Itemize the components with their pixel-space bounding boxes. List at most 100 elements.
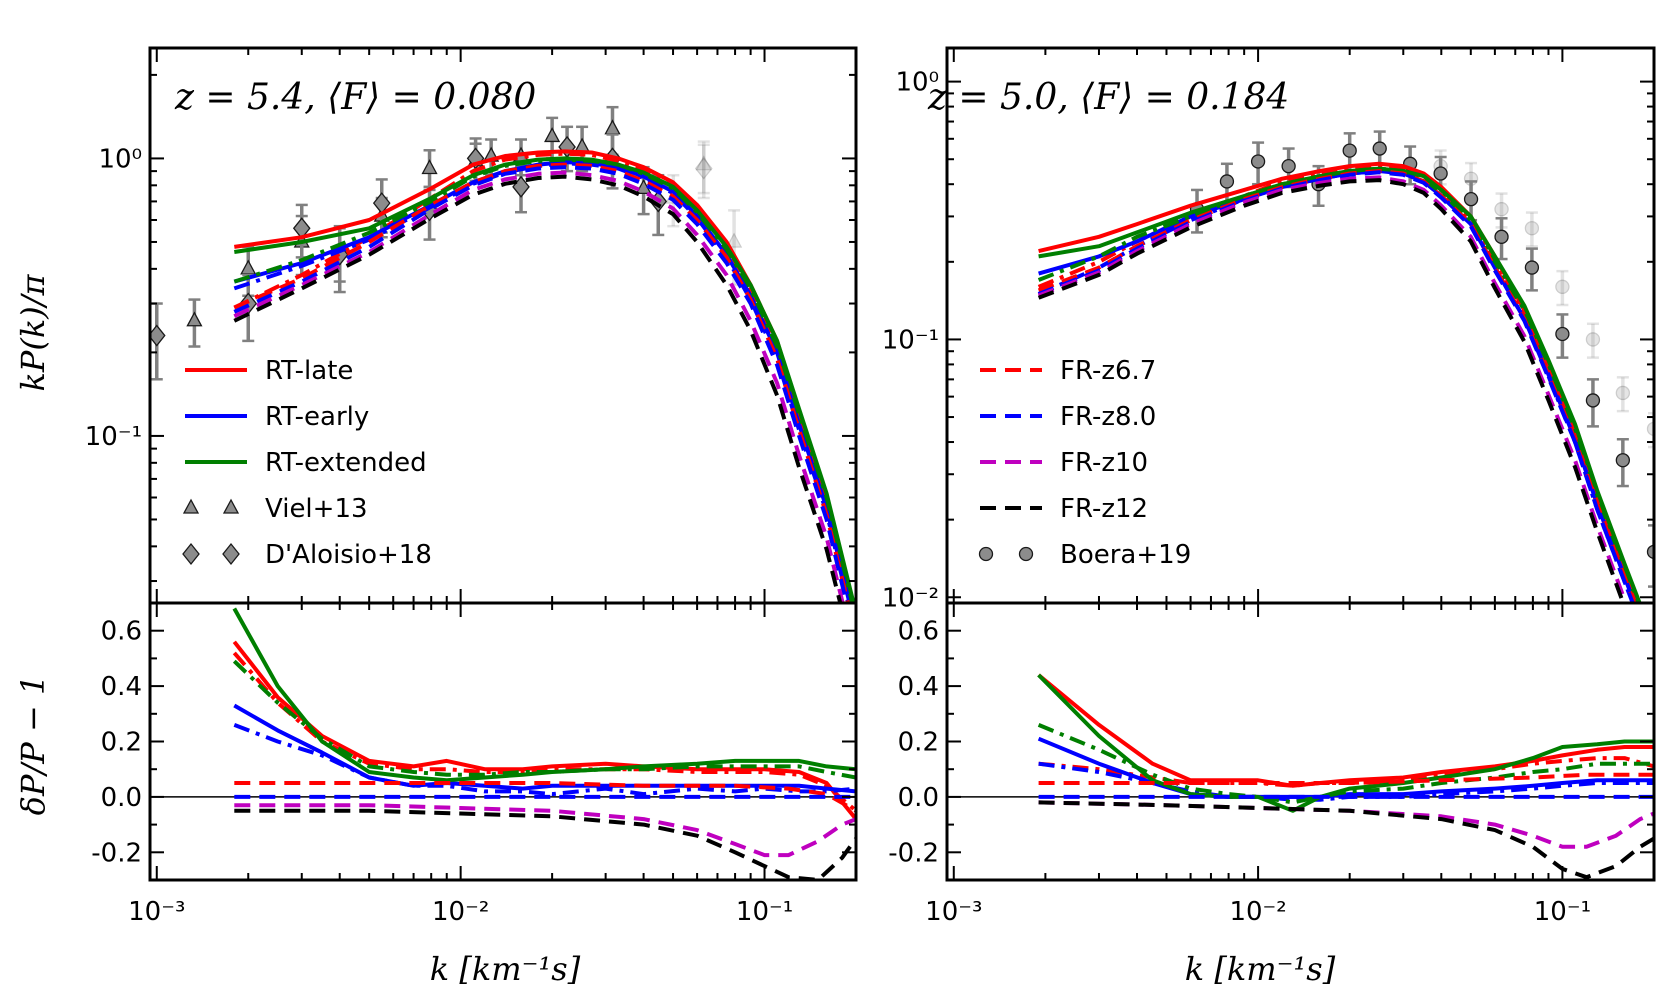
axes-frame (148, 46, 858, 605)
boera19-marker (1646, 544, 1654, 560)
legend-item: FR-z8.0 (980, 402, 1156, 432)
boera19-marker (1463, 192, 1479, 207)
legend-marker (1018, 546, 1034, 562)
legend-marker (222, 542, 240, 566)
series-fr-z8-0 (233, 165, 849, 603)
legend-item: RT-extended (185, 448, 427, 478)
y-tick-label: 10⁻² (882, 583, 939, 613)
legend-item: FR-z10 (980, 448, 1148, 478)
panel-top-left: 10⁻¹ 10⁰ (85, 46, 858, 605)
viel13-marker (604, 119, 621, 135)
series-fr-z6-7 (1038, 772, 1654, 785)
legend-item: FR-z6.7 (980, 356, 1156, 386)
series-rt-late-dash-dot (233, 151, 853, 603)
y-tick-label: 0.6 (898, 617, 939, 647)
x-tick-label: 10⁻³ (128, 897, 185, 927)
x-axis-label-left: k [km⁻¹s] (430, 950, 581, 988)
legend-label: FR-z6.7 (1060, 356, 1156, 386)
legend-marker (978, 546, 994, 562)
series-fr-z12 (234, 808, 856, 880)
legend-item: D'Aloisio+18 (182, 540, 432, 570)
boera19-marker (1281, 158, 1296, 174)
y-tick-label: -0.2 (91, 838, 142, 868)
legend-label: Viel+13 (265, 494, 368, 524)
boera19-marker (1342, 143, 1357, 158)
panel-annotation-left: z = 5.4, ⟨F⟩ = 0.080 (174, 77, 536, 118)
legend-marker (182, 542, 200, 566)
boera19-marker (1615, 453, 1630, 468)
y-tick-label: 0.2 (101, 728, 142, 758)
x-tick-label: 10⁻¹ (736, 897, 793, 927)
legend-label: FR-z12 (1060, 494, 1148, 524)
legend-item: RT-early (185, 402, 369, 432)
boera19-marker (1494, 229, 1509, 244)
legend-label: RT-late (265, 356, 353, 386)
legend-label: D'Aloisio+18 (265, 540, 432, 570)
boera19-marker (1585, 332, 1601, 347)
series-rt-late (232, 640, 856, 821)
boera19-marker (1250, 154, 1266, 169)
boera19-marker (1372, 141, 1387, 156)
y-tick-label: -0.2 (888, 838, 939, 868)
y-tick-label: 10⁻¹ (85, 422, 142, 452)
legend-item: RT-late (185, 356, 353, 386)
viel13-marker (186, 311, 203, 327)
panel-top-right: 10⁻² 10⁻¹ 10⁰ (882, 46, 1656, 613)
series-fr-z10 (234, 803, 856, 858)
boera19-marker (1524, 221, 1540, 236)
series-rt-early (233, 703, 856, 794)
viel13-marker (725, 232, 743, 248)
y-tick-label: 10⁻¹ (882, 325, 939, 355)
y-tick-label: 10⁰ (895, 68, 939, 98)
boera19-marker (1646, 421, 1654, 436)
x-tick-label: 10⁻² (432, 897, 489, 927)
viel13-marker (544, 127, 561, 143)
plot-area (947, 673, 1654, 880)
legend-item: Boera+19 (978, 540, 1191, 570)
viel13-marker (240, 259, 257, 275)
series-fr-z12 (1038, 800, 1654, 880)
boera19-marker (1555, 326, 1570, 342)
series-fr-z10 (1037, 175, 1628, 603)
x-tick-label: 10⁻² (1229, 897, 1286, 927)
series-fr-z12 (1037, 178, 1626, 603)
boera19-marker (1585, 393, 1601, 408)
daloisio18-marker (694, 157, 713, 180)
boera19-marker (1615, 385, 1630, 401)
legend-marker (222, 498, 240, 514)
legend-left: RT-late RT-early RT-extended Viel+13 D'Alois… (182, 356, 432, 570)
y-tick-label: 0.0 (898, 783, 939, 813)
series-rt-extended (1037, 673, 1654, 813)
y-axis-label-bottom: δP/P − 1 (14, 675, 52, 816)
series-rt-late (1037, 673, 1654, 788)
series-rt-early-dash-dot (233, 161, 851, 603)
series-rt-late-dash-dot (232, 651, 856, 813)
legend-label: RT-extended (265, 448, 427, 478)
y-tick-label: 10⁰ (98, 144, 142, 174)
boera19-marker (1555, 279, 1570, 294)
series-fr-z6-7 (234, 781, 856, 813)
y-tick-label: 0.4 (898, 672, 939, 702)
plot-area (1037, 130, 1654, 603)
viel13-marker (421, 159, 438, 175)
y-tick-label: 0.0 (101, 783, 142, 813)
series-fr-z10 (233, 170, 845, 603)
legend-right: FR-z6.7 FR-z8.0 FR-z10 FR-z12 Boera+19 (978, 356, 1191, 570)
panel-bottom-left: 10⁻³ 10⁻² 10⁻¹ -0.2 0.0 0.2 0.4 0.6 (91, 601, 858, 927)
axes-frame (945, 601, 1656, 882)
legend-label: FR-z10 (1060, 448, 1148, 478)
legend-label: FR-z8.0 (1060, 402, 1156, 432)
legend-marker (182, 498, 200, 514)
boera19-marker (1494, 202, 1509, 217)
plot-area (150, 607, 856, 880)
y-tick-label: 0.6 (101, 617, 142, 647)
plot-area (150, 105, 856, 603)
boera19-marker (1219, 174, 1235, 189)
x-tick-label: 10⁻¹ (1534, 897, 1591, 927)
legend-item: FR-z12 (980, 494, 1148, 524)
legend-label: RT-early (265, 402, 369, 432)
boera19-marker (1524, 260, 1540, 275)
series-rt-extended-dash-dot (233, 157, 855, 603)
legend-item: Viel+13 (182, 494, 368, 524)
